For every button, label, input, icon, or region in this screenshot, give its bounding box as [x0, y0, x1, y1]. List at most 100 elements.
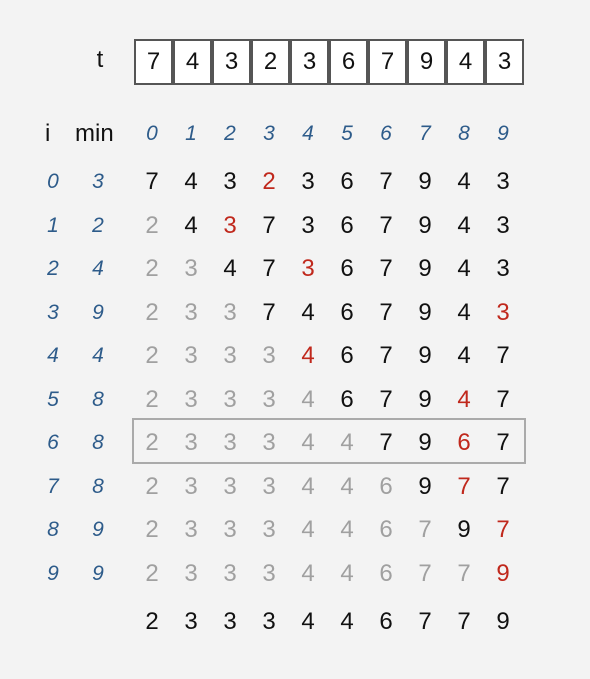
row-value: 7 — [457, 472, 471, 500]
array-cell: 3 — [212, 39, 251, 85]
row-value: 9 — [418, 298, 432, 326]
column-index: 5 — [341, 122, 353, 145]
row-value: 3 — [184, 255, 198, 282]
array-cell: 4 — [173, 39, 212, 85]
row-value: 2 — [145, 255, 159, 282]
row-value: 3 — [223, 559, 237, 587]
row-min: 4 — [92, 257, 104, 280]
row-value: 6 — [340, 385, 354, 413]
array-cell: 9 — [407, 39, 446, 85]
row-value: 7 — [145, 168, 159, 195]
row-value: 7 — [457, 559, 471, 587]
row-value: 4 — [340, 516, 354, 543]
row-value: 3 — [223, 342, 237, 369]
row-value: 3 — [262, 559, 276, 587]
row-value: 9 — [418, 168, 432, 195]
row-value: 6 — [340, 255, 354, 282]
row-value: 2 — [145, 298, 159, 326]
row-value: 7 — [379, 211, 393, 239]
row-value: 7 — [496, 342, 510, 369]
row-min: 8 — [92, 474, 104, 498]
row-min: 9 — [92, 518, 104, 541]
row-value: 4 — [457, 211, 471, 239]
row-i: 8 — [47, 518, 59, 541]
row-i: 2 — [47, 257, 59, 280]
row-value: 2 — [145, 429, 159, 456]
row-value: 7 — [379, 168, 393, 195]
final-value: 3 — [184, 608, 198, 635]
header-i: i — [45, 120, 51, 147]
row-min: 9 — [92, 300, 104, 324]
row-value: 6 — [379, 559, 393, 587]
final-value: 9 — [496, 608, 510, 635]
row-value: 4 — [301, 559, 315, 587]
column-index: 2 — [224, 122, 236, 145]
row-value: 7 — [379, 429, 393, 456]
array-cell: 4 — [446, 39, 485, 85]
row-i: 9 — [47, 561, 59, 585]
row-value: 3 — [184, 559, 198, 587]
row-value: 7 — [379, 385, 393, 413]
final-value: 7 — [418, 608, 432, 635]
array-cell: 3 — [485, 39, 524, 85]
row-value: 3 — [301, 255, 315, 282]
row-value: 7 — [379, 298, 393, 326]
row-value: 3 — [496, 211, 510, 239]
row-value: 7 — [418, 559, 432, 587]
row-value: 9 — [418, 472, 432, 500]
row-value: 4 — [340, 472, 354, 500]
row-value: 3 — [262, 516, 276, 543]
final-value: 3 — [223, 608, 237, 635]
row-value: 6 — [379, 516, 393, 543]
row-value: 2 — [145, 559, 159, 587]
row-value: 4 — [301, 472, 315, 500]
row-i: 6 — [47, 431, 59, 454]
highlighted-row-box — [132, 418, 526, 464]
row-value: 7 — [262, 211, 276, 239]
column-index: 7 — [419, 122, 431, 145]
row-min: 8 — [92, 387, 104, 411]
row-value: 9 — [457, 516, 471, 543]
row-value: 4 — [457, 298, 471, 326]
row-value: 7 — [379, 342, 393, 369]
row-value: 7 — [418, 516, 432, 543]
row-value: 3 — [223, 429, 237, 456]
column-index: 6 — [380, 122, 392, 145]
row-value: 3 — [496, 168, 510, 195]
row-value: 3 — [301, 168, 315, 195]
row-value: 7 — [379, 255, 393, 282]
row-value: 9 — [418, 211, 432, 239]
row-value: 4 — [301, 342, 315, 369]
row-value: 4 — [340, 559, 354, 587]
row-value: 3 — [223, 472, 237, 500]
final-value: 2 — [145, 608, 159, 635]
row-value: 3 — [223, 211, 237, 239]
row-value: 4 — [184, 168, 198, 195]
row-value: 9 — [418, 429, 432, 456]
final-value: 4 — [340, 608, 354, 635]
row-i: 4 — [47, 344, 59, 367]
row-value: 9 — [418, 385, 432, 413]
column-index: 3 — [263, 122, 275, 145]
row-value: 3 — [184, 516, 198, 543]
row-value: 3 — [184, 298, 198, 326]
row-value: 3 — [496, 255, 510, 282]
final-value: 4 — [301, 608, 315, 635]
row-value: 4 — [457, 342, 471, 369]
row-value: 6 — [379, 472, 393, 500]
row-min: 2 — [92, 213, 104, 237]
header-min: min — [75, 120, 114, 147]
row-i: 0 — [47, 170, 59, 193]
row-value: 3 — [184, 342, 198, 369]
column-index: 8 — [458, 122, 470, 145]
row-value: 3 — [262, 472, 276, 500]
row-min: 4 — [92, 344, 104, 367]
row-value: 7 — [262, 298, 276, 326]
row-value: 3 — [262, 342, 276, 369]
row-value: 4 — [457, 168, 471, 195]
row-i: 3 — [47, 300, 59, 324]
array-label: t — [96, 46, 104, 73]
row-i: 1 — [47, 213, 59, 237]
row-min: 9 — [92, 561, 104, 585]
row-value: 3 — [223, 298, 237, 326]
